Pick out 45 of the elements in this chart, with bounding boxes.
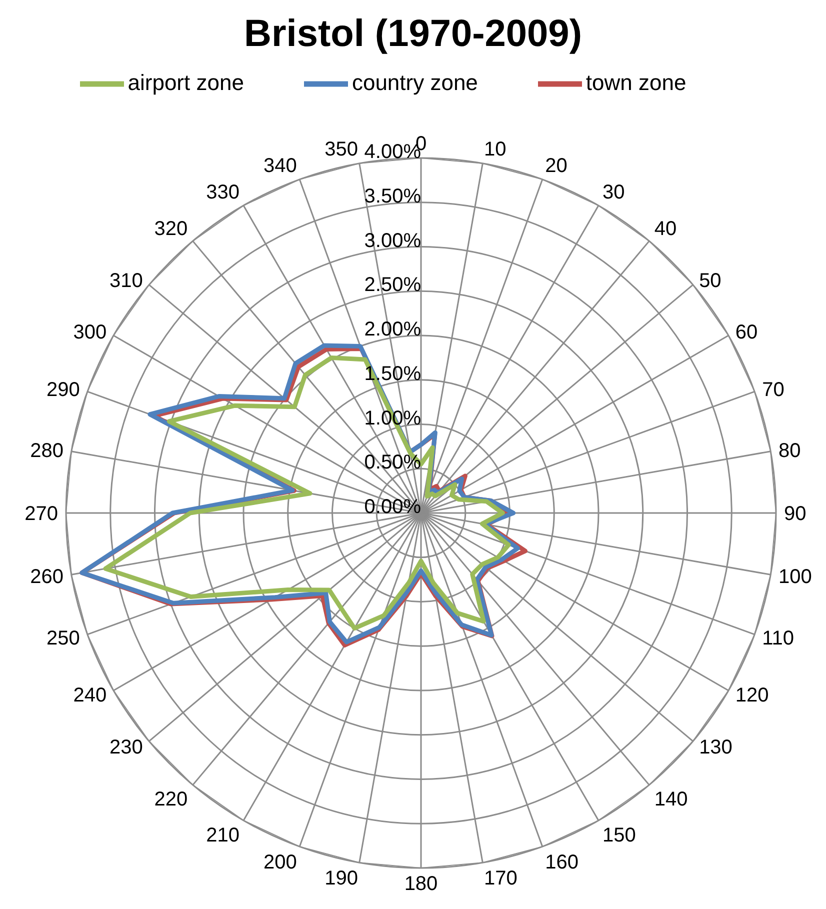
spoke-label: 230 bbox=[110, 736, 143, 758]
y-tick-label: 0.00% bbox=[364, 496, 422, 518]
legend-label: airport zone bbox=[128, 70, 244, 95]
spoke-label: 150 bbox=[602, 824, 636, 847]
spoke-label: 260 bbox=[30, 566, 64, 588]
spoke-label: 160 bbox=[545, 851, 579, 874]
spoke-label: 330 bbox=[206, 182, 240, 204]
y-tick-label: 0.50% bbox=[364, 452, 422, 474]
spoke-label: 10 bbox=[484, 138, 506, 161]
spoke-label: 200 bbox=[263, 851, 297, 874]
spoke-label: 300 bbox=[73, 322, 107, 344]
spoke-label: 80 bbox=[778, 440, 801, 462]
chart-title: Bristol (1970-2009) bbox=[243, 12, 583, 57]
spoke-label: 250 bbox=[46, 627, 80, 650]
spoke-label: 240 bbox=[73, 684, 107, 707]
spoke-label: 270 bbox=[24, 503, 58, 526]
spoke-label: 340 bbox=[263, 154, 297, 177]
spoke-label: 120 bbox=[735, 684, 769, 707]
y-tick-label: 2.50% bbox=[364, 274, 422, 296]
spoke-label: 130 bbox=[699, 736, 732, 758]
spoke-label: 30 bbox=[602, 182, 625, 204]
spoke-label: 40 bbox=[654, 218, 677, 240]
spoke-label: 50 bbox=[699, 270, 722, 292]
y-tick-label: 3.00% bbox=[364, 230, 422, 252]
spoke-label: 60 bbox=[735, 322, 758, 344]
spoke-label: 310 bbox=[110, 270, 143, 292]
spoke-label: 100 bbox=[778, 566, 812, 588]
spoke-label: 20 bbox=[545, 154, 568, 177]
legend-label: country zone bbox=[352, 70, 478, 95]
spoke-label: 320 bbox=[154, 218, 188, 240]
spoke-label: 220 bbox=[154, 788, 188, 810]
legend-label: town zone bbox=[586, 70, 686, 95]
spoke-label: 140 bbox=[654, 788, 688, 810]
spoke-label: 280 bbox=[30, 440, 64, 462]
spoke-label: 210 bbox=[206, 824, 240, 847]
spoke-label: 180 bbox=[404, 873, 438, 896]
spoke-label: 170 bbox=[484, 868, 518, 890]
spoke-label: 350 bbox=[324, 138, 358, 161]
spoke-label: 290 bbox=[46, 378, 80, 401]
y-tick-label: 2.00% bbox=[364, 318, 422, 340]
spoke-label: 70 bbox=[762, 378, 784, 401]
spoke-label: 190 bbox=[324, 868, 358, 890]
y-tick-label: 3.50% bbox=[364, 185, 422, 208]
spoke-label: 90 bbox=[784, 503, 806, 526]
spoke-label: 110 bbox=[762, 627, 794, 650]
